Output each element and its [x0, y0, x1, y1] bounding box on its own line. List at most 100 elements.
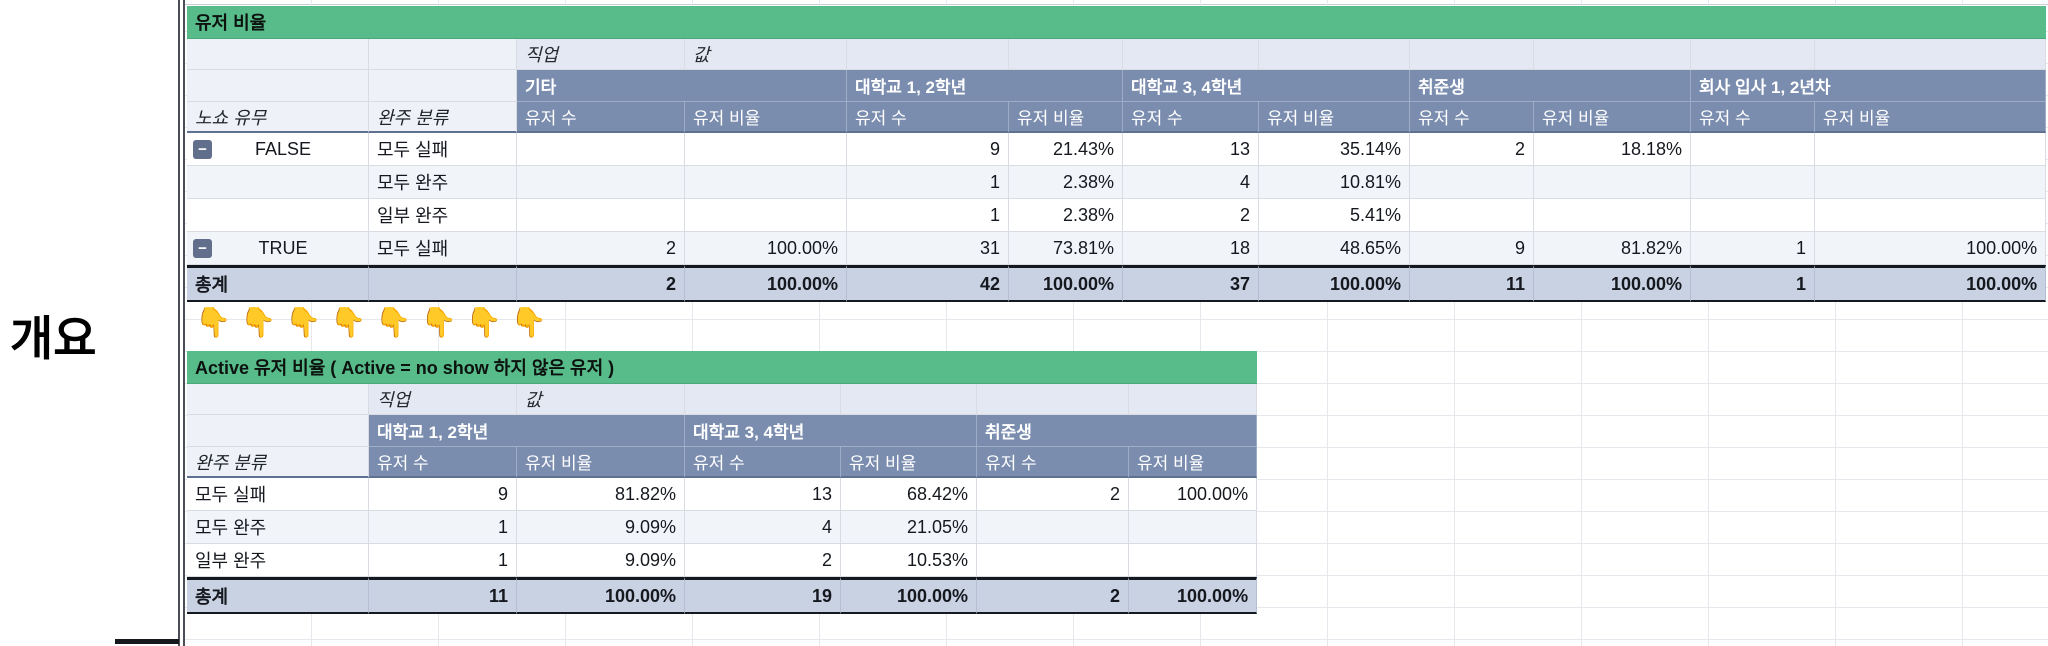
total-label-cell[interactable]: 총계: [187, 577, 369, 614]
cell[interactable]: [1410, 39, 1534, 70]
subheader-user-count[interactable]: 유저 수: [685, 447, 841, 478]
value-cell[interactable]: 9: [1410, 232, 1534, 265]
value-cell[interactable]: 5.41%: [1259, 199, 1410, 232]
noshow-group-cell[interactable]: [187, 199, 369, 232]
value-cell[interactable]: 2: [1123, 199, 1259, 232]
value-cell[interactable]: 1: [847, 199, 1009, 232]
group-header-jobseeker[interactable]: 취준생: [977, 415, 1258, 447]
value-cell[interactable]: 2.38%: [1009, 199, 1123, 232]
category-cell[interactable]: 일부 완주: [187, 544, 369, 577]
category-cell[interactable]: 일부 완주: [369, 199, 517, 232]
category-cell[interactable]: 모두 실패: [187, 478, 369, 511]
pivot-value-label[interactable]: 값: [517, 384, 685, 415]
value-cell[interactable]: [1691, 199, 1815, 232]
value-cell[interactable]: 100.00%: [1129, 478, 1258, 511]
value-cell[interactable]: [1691, 166, 1815, 199]
group-header-univ34[interactable]: 대학교 3, 4학년: [685, 415, 977, 447]
subheader-user-count[interactable]: 유저 수: [1123, 102, 1259, 133]
total-value-cell[interactable]: 19: [685, 577, 841, 614]
cell[interactable]: [187, 384, 369, 415]
value-cell[interactable]: 21.05%: [841, 511, 977, 544]
category-cell[interactable]: 모두 실패: [369, 133, 517, 166]
value-cell[interactable]: [977, 511, 1129, 544]
value-cell[interactable]: 48.65%: [1259, 232, 1410, 265]
group-header-univ12[interactable]: 대학교 1, 2학년: [847, 70, 1123, 102]
value-cell[interactable]: 73.81%: [1009, 232, 1123, 265]
noshow-group-cell[interactable]: − TRUE: [187, 232, 369, 265]
group-header-company[interactable]: 회사 입사 1, 2년차: [1691, 70, 2047, 102]
table-title-cell[interactable]: Active 유저 비율 ( Active = no show 하지 않은 유저…: [187, 351, 1258, 384]
subheader-user-ratio[interactable]: 유저 비율: [1815, 102, 2047, 133]
frozen-left-pane[interactable]: 개요: [0, 0, 185, 646]
table-title-cell[interactable]: 유저 비율: [187, 6, 2047, 39]
subheader-user-ratio[interactable]: 유저 비율: [685, 102, 847, 133]
value-cell[interactable]: 4: [685, 511, 841, 544]
subheader-user-ratio[interactable]: 유저 비율: [1534, 102, 1691, 133]
value-cell[interactable]: [1410, 199, 1534, 232]
category-cell[interactable]: 모두 완주: [369, 166, 517, 199]
value-cell[interactable]: 2: [1410, 133, 1534, 166]
value-cell[interactable]: 31: [847, 232, 1009, 265]
group-header-univ12[interactable]: 대학교 1, 2학년: [369, 415, 685, 447]
value-cell[interactable]: [517, 199, 685, 232]
value-cell[interactable]: [1691, 133, 1815, 166]
total-value-cell[interactable]: 100.00%: [1259, 265, 1410, 302]
pivot-job-label[interactable]: 직업: [369, 384, 517, 415]
group-header-univ34[interactable]: 대학교 3, 4학년: [1123, 70, 1410, 102]
row-field-noshow-label[interactable]: 노쇼 유무: [187, 102, 369, 133]
subheader-user-count[interactable]: 유저 수: [1691, 102, 1815, 133]
cell[interactable]: [369, 39, 517, 70]
subheader-user-ratio[interactable]: 유저 비율: [1259, 102, 1410, 133]
total-value-cell[interactable]: 100.00%: [1534, 265, 1691, 302]
cell[interactable]: [1123, 39, 1259, 70]
subheader-user-count[interactable]: 유저 수: [977, 447, 1129, 478]
cell[interactable]: [187, 39, 369, 70]
cell[interactable]: [847, 39, 1009, 70]
value-cell[interactable]: 2: [517, 232, 685, 265]
value-cell[interactable]: 100.00%: [1815, 232, 2047, 265]
subheader-user-ratio[interactable]: 유저 비율: [1009, 102, 1123, 133]
cell[interactable]: [685, 384, 841, 415]
subheader-user-count[interactable]: 유저 수: [1410, 102, 1534, 133]
total-value-cell[interactable]: 100.00%: [1815, 265, 2047, 302]
value-cell[interactable]: 1: [369, 544, 517, 577]
total-label-cell[interactable]: 총계: [187, 265, 369, 302]
total-value-cell[interactable]: 2: [517, 265, 685, 302]
value-cell[interactable]: [977, 544, 1129, 577]
total-value-cell[interactable]: 37: [1123, 265, 1259, 302]
value-cell[interactable]: [1534, 199, 1691, 232]
category-cell[interactable]: 모두 완주: [187, 511, 369, 544]
row-field-completion-label[interactable]: 완주 분류: [187, 447, 369, 478]
total-value-cell[interactable]: 2: [977, 577, 1129, 614]
cell[interactable]: [369, 70, 517, 102]
category-cell[interactable]: 모두 실패: [369, 232, 517, 265]
value-cell[interactable]: [685, 133, 847, 166]
total-value-cell[interactable]: 42: [847, 265, 1009, 302]
cell[interactable]: [841, 384, 977, 415]
value-cell[interactable]: 1: [847, 166, 1009, 199]
subheader-user-ratio[interactable]: 유저 비율: [1129, 447, 1258, 478]
value-cell[interactable]: [517, 133, 685, 166]
collapse-toggle-icon[interactable]: −: [193, 139, 212, 159]
value-cell[interactable]: [1129, 544, 1258, 577]
cell[interactable]: [1259, 39, 1410, 70]
value-cell[interactable]: 68.42%: [841, 478, 977, 511]
value-cell[interactable]: 18.18%: [1534, 133, 1691, 166]
value-cell[interactable]: 10.53%: [841, 544, 977, 577]
value-cell[interactable]: 1: [369, 511, 517, 544]
cell[interactable]: [187, 70, 369, 102]
value-cell[interactable]: 9: [369, 478, 517, 511]
subheader-user-count[interactable]: 유저 수: [847, 102, 1009, 133]
value-cell[interactable]: 35.14%: [1259, 133, 1410, 166]
cell[interactable]: [369, 265, 517, 302]
pivot-job-label[interactable]: 직업: [517, 39, 685, 70]
value-cell[interactable]: 4: [1123, 166, 1259, 199]
value-cell[interactable]: 9.09%: [517, 511, 685, 544]
row-field-completion-label[interactable]: 완주 분류: [369, 102, 517, 133]
total-value-cell[interactable]: 11: [369, 577, 517, 614]
cell[interactable]: [1691, 39, 1815, 70]
total-value-cell[interactable]: 100.00%: [517, 577, 685, 614]
value-cell[interactable]: 9: [847, 133, 1009, 166]
value-cell[interactable]: [685, 199, 847, 232]
spreadsheet-grid[interactable]: 유저 비율 직업 값 기타 대학교 1, 2학년 대학교 3, 4학년 취준생 …: [185, 0, 2048, 646]
